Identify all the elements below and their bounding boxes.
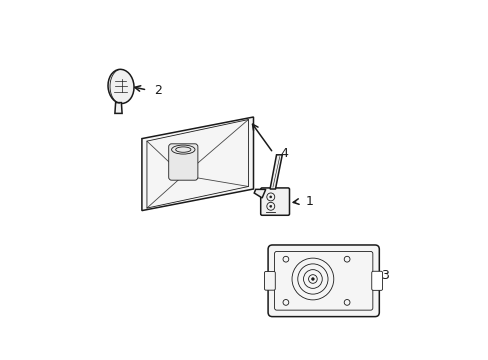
Polygon shape [115, 103, 122, 113]
Polygon shape [254, 189, 265, 198]
Ellipse shape [269, 205, 271, 207]
Ellipse shape [311, 278, 314, 280]
Ellipse shape [171, 145, 195, 154]
FancyBboxPatch shape [371, 271, 382, 290]
Polygon shape [269, 155, 282, 189]
Text: 1: 1 [305, 195, 313, 208]
Text: 2: 2 [154, 84, 162, 96]
Polygon shape [142, 117, 253, 211]
FancyBboxPatch shape [264, 271, 275, 290]
FancyBboxPatch shape [168, 144, 198, 180]
Ellipse shape [108, 69, 134, 103]
FancyBboxPatch shape [260, 188, 289, 215]
Text: 4: 4 [280, 147, 288, 159]
FancyBboxPatch shape [267, 245, 379, 317]
Text: 3: 3 [381, 269, 388, 282]
Ellipse shape [269, 196, 271, 198]
